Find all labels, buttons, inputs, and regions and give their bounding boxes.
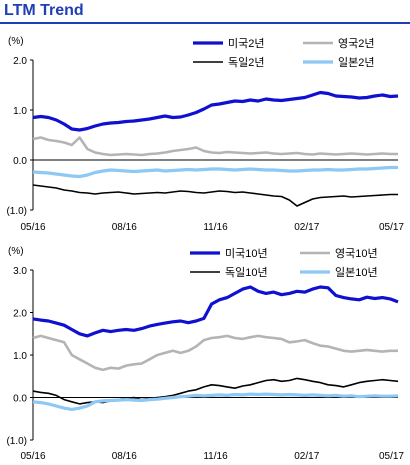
series-line [32,136,398,157]
series-line [32,285,399,338]
unit-label: (%) [8,36,24,47]
series-line [32,334,398,372]
series-line [32,165,398,179]
chart-10y-yields: (%) 3.0 2.0 1.0 0.0 (1.0) 05/16 08/16 11/16 02/17… [6,246,404,462]
legend-label: 영국2년 [338,37,374,50]
x-tick-label: 05/16 [20,222,45,233]
series-line [32,392,399,411]
y-tick-label: 0.0 [13,156,27,167]
series-line [32,90,399,132]
legend-label: 독일10년 [225,265,268,279]
y-tick-label: (1.0) [6,206,27,217]
y-tick-label: 2.0 [13,56,27,67]
chart-2y-yields: (%) 2.0 1.0 0.0 (1.0) 05/16 08/16 11/16 02/17 05/… [6,36,404,233]
y-tick-label: (1.0) [6,436,27,447]
legend-label: 독일2년 [228,55,264,69]
page-title: LTM Trend [4,2,84,19]
y-tick-label: 3.0 [13,266,27,277]
y-tick-label: 2.0 [13,309,27,320]
x-tick-label: 02/17 [294,222,319,233]
x-tick-label: 08/16 [112,222,137,233]
legend-label: 영국10년 [335,247,378,260]
x-tick-label: 08/16 [112,451,137,462]
series-line [32,184,398,207]
series-line [32,377,399,405]
legend-label: 미국10년 [225,247,268,260]
legend-label: 일본2년 [338,55,374,69]
y-tick-label: 0.0 [13,394,27,405]
unit-label: (%) [8,246,24,257]
legend-label: 미국2년 [228,37,264,50]
x-tick-label: 02/17 [294,451,319,462]
title-underline [0,22,410,24]
x-tick-label: 11/16 [203,451,228,462]
y-tick-label: 1.0 [13,351,27,362]
x-tick-label: 05/17 [379,451,404,462]
legend-label: 일본10년 [335,265,378,279]
x-tick-label: 05/17 [379,222,404,233]
y-tick-label: 1.0 [13,106,27,117]
x-tick-label: 11/16 [203,222,228,233]
title-bar: LTM Trend [0,0,410,24]
x-tick-label: 05/16 [20,451,45,462]
